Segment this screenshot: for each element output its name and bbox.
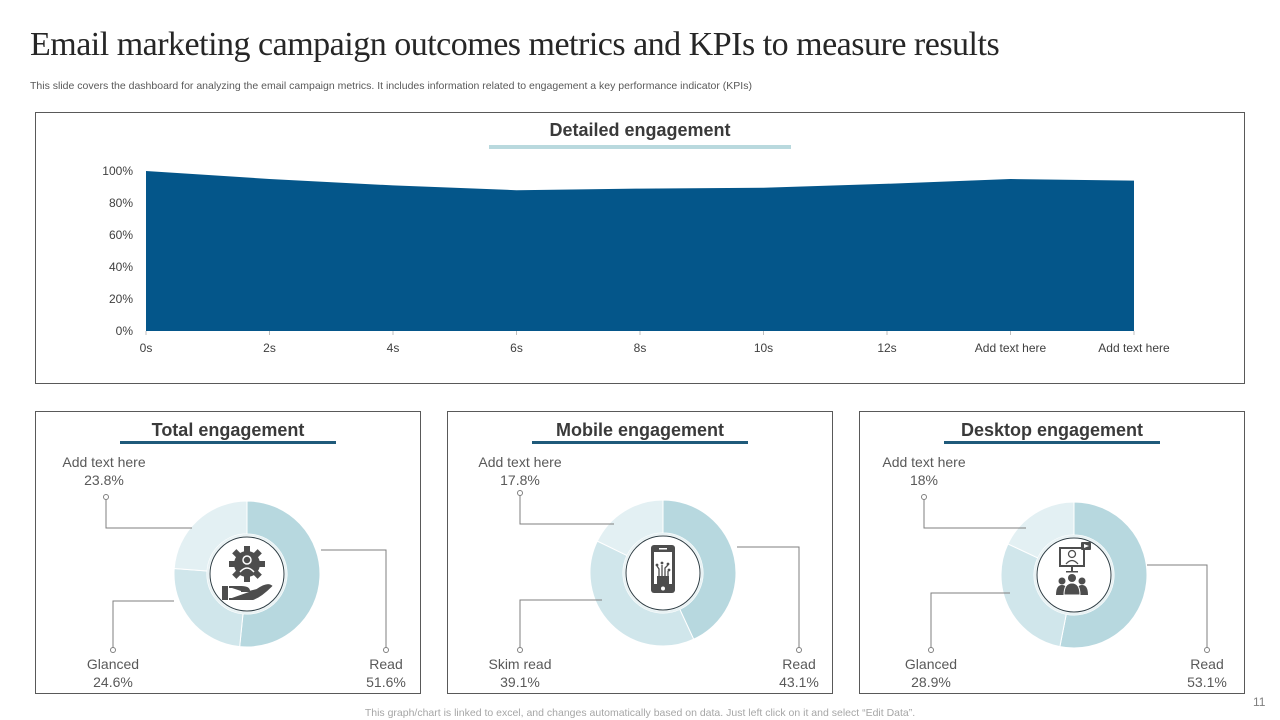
x-tick-label: 6s [510,341,523,355]
mobile-engagement-donut[interactable]: Read 43.1% Skim read 39.1% Add text here 17.8… [448,412,832,693]
detailed-engagement-title: Detailed engagement [549,120,731,140]
y-tick-label: 40% [109,260,133,274]
leader-line [519,599,602,650]
slice-value: 51.6% [366,674,406,690]
slice-label: Add text here [62,454,145,470]
total-engagement-donut[interactable]: Read 51.6% Glanced 24.6% Add text here 23.8% [36,412,420,693]
desktop-engagement-donut[interactable]: Read 53.1% Glanced 28.9% Add text here 18% [860,412,1244,693]
mobile-engagement-title: Mobile engagement [555,420,725,440]
slice-label: Add text here [478,454,561,470]
slice-label: Glanced [87,656,139,672]
area-point[interactable] [638,187,642,191]
leader-dot [928,647,934,653]
leader-dot [110,647,116,653]
desktop-engagement-panel: Desktop engagement Read 53.1% Glanced 28.9%… [859,411,1245,694]
slice-label: Glanced [905,656,957,672]
leader-line [930,592,1010,650]
area-point[interactable] [1009,177,1013,181]
hand-gear-person-icon [222,546,273,600]
leader-dot [517,490,523,496]
area-series[interactable] [146,171,1134,331]
slide-subtitle: This slide covers the dashboard for anal… [30,80,752,92]
center-ring [209,536,285,612]
smartphone-icon [651,545,675,593]
x-tick-label: 2s [263,341,276,355]
center-ring [625,535,701,611]
x-tick-label: Add text here [1098,341,1170,355]
slice-value: 43.1% [779,674,819,690]
x-tick-label: 10s [754,341,773,355]
slice-value: 53.1% [1187,674,1227,690]
mobile-engagement-panel: Mobile engagement Read 43.1% Skim read 39.1… [447,411,833,694]
slice-value: 18% [910,472,938,488]
area-point[interactable] [1132,179,1136,183]
x-tick-label: 8s [634,341,647,355]
leader-dot [383,647,389,653]
x-tick-label: 0s [140,341,153,355]
y-tick-label: 0% [116,324,134,338]
leader-dot [1204,647,1210,653]
page-number: 11 [1253,695,1266,709]
area-point[interactable] [144,169,148,173]
total-engagement-panel: Total engagement Read 51.6% Glanced 24.6% Ad… [35,411,421,694]
leader-dot [796,647,802,653]
slice-value: 28.9% [911,674,951,690]
leader-dot [103,494,109,500]
leader-line [923,497,1026,529]
webinar-audience-icon [1056,542,1091,596]
detailed-engagement-panel: Detailed engagement 0% 20% 40% 60% 80% 100% 0… [35,112,1245,384]
slice-value: 23.8% [84,472,124,488]
slice-label: Read [369,656,402,672]
footer-note: This graph/chart is linked to excel, and… [364,707,916,719]
y-tick-label: 100% [102,164,133,178]
leader-line [737,546,800,650]
leader-line [105,497,192,529]
area-chart[interactable]: 0% 20% 40% 60% 80% 100% 0s 2s 4s 6s 8s 10s 12s Add t… [36,113,1244,383]
area-point[interactable] [885,182,889,186]
slice-label: Read [782,656,815,672]
area-point[interactable] [268,177,272,181]
y-tick-label: 80% [109,196,133,210]
title-underline [944,441,1160,444]
leader-line [519,493,614,525]
y-tick-label: 20% [109,292,133,306]
x-tick-label: Add text here [975,341,1047,355]
slice-value: 24.6% [93,674,133,690]
area-point[interactable] [391,183,395,187]
title-underline [489,145,791,149]
slide-title: Email marketing campaign outcomes metric… [30,26,1000,63]
slice-label: Read [1190,656,1223,672]
slice-value: 39.1% [500,674,540,690]
y-tick-label: 60% [109,228,133,242]
slice-label: Skim read [488,656,551,672]
leader-line [112,600,174,650]
desktop-engagement-title: Desktop engagement [960,420,1144,440]
leader-dot [517,647,523,653]
leader-line [321,549,387,650]
leader-line [1147,564,1208,650]
leader-dot [921,494,927,500]
title-underline [120,441,336,444]
title-underline [532,441,748,444]
center-ring [1036,537,1112,613]
x-tick-label: 12s [877,341,896,355]
x-tick-label: 4s [387,341,400,355]
area-point[interactable] [515,188,519,192]
total-engagement-title: Total engagement [151,420,305,440]
area-point[interactable] [762,186,766,190]
slice-label: Add text here [882,454,965,470]
slice-value: 17.8% [500,472,540,488]
